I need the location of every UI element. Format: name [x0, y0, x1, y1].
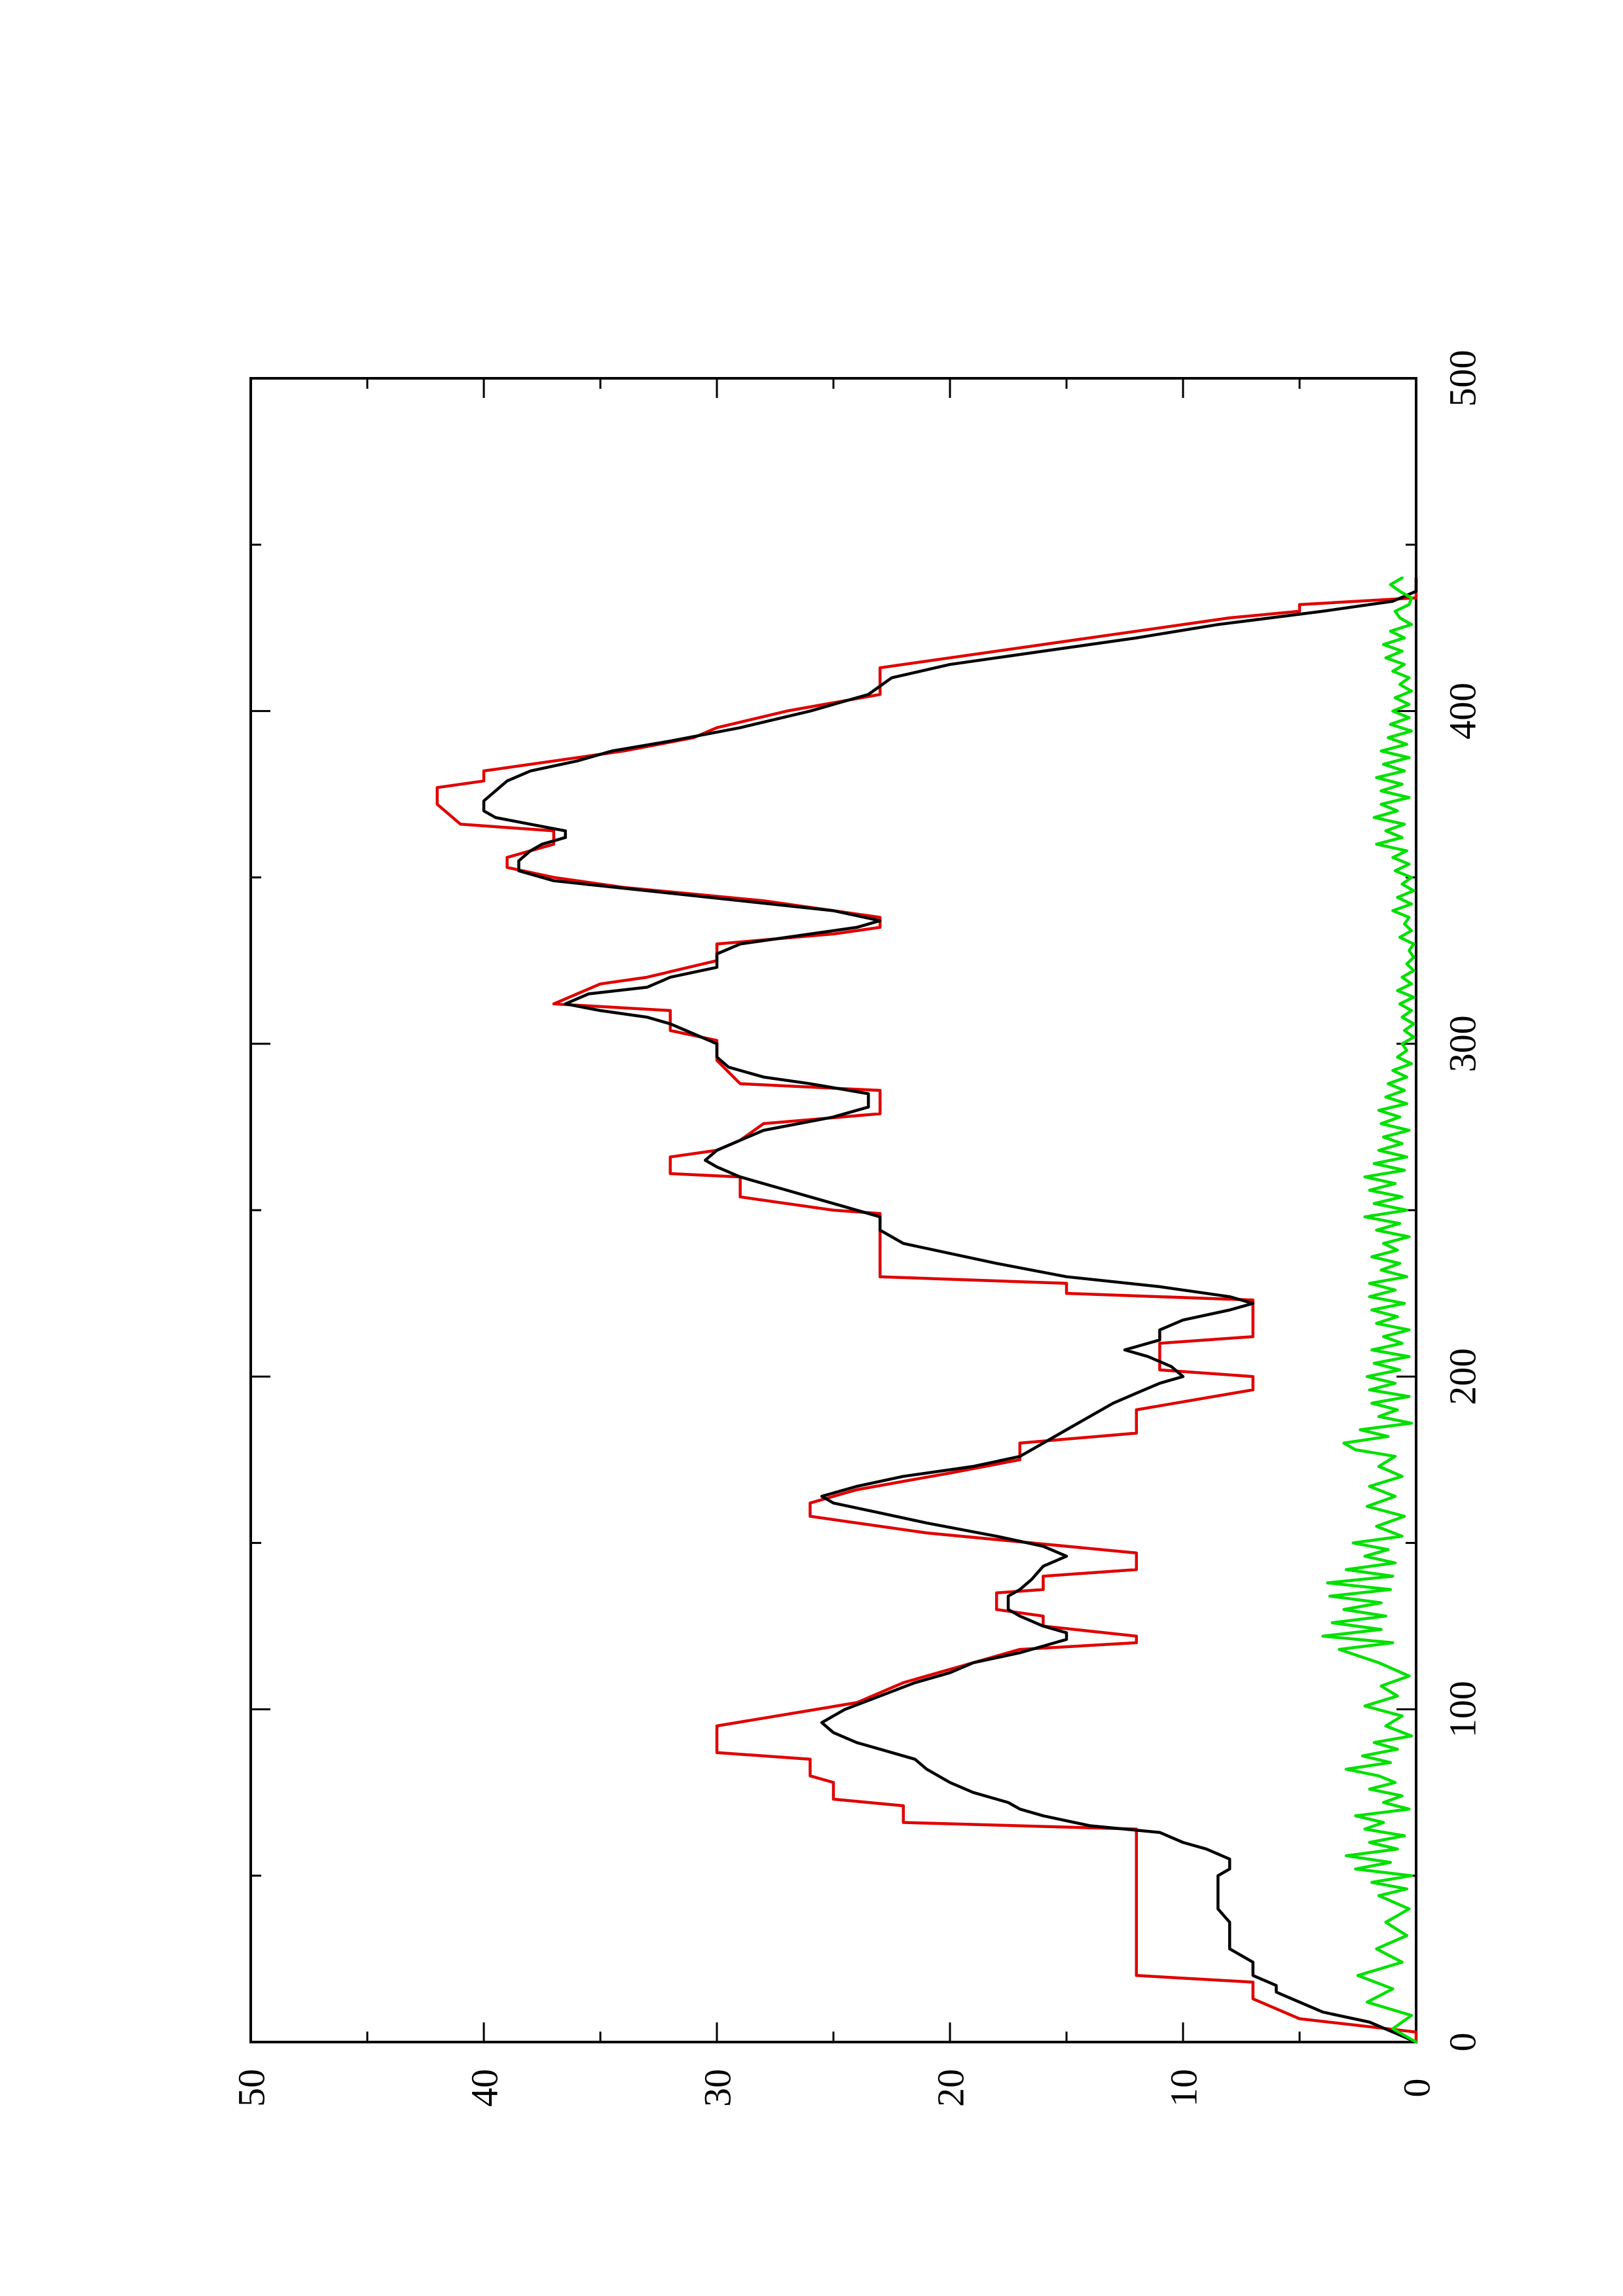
x-tick-label: 100: [1441, 1681, 1484, 1738]
x-tick-label: 300: [1441, 1015, 1484, 1072]
y-tick-label: 30: [696, 2069, 739, 2107]
series-layer: [435, 576, 1418, 2044]
y-tick-label: 50: [230, 2069, 272, 2107]
x-tick-label: 0: [1441, 2033, 1484, 2052]
y-tick-label: 40: [463, 2069, 505, 2107]
axis-tick-labels: 0 100 200 300 400 500 0 10 20 30 40 50: [230, 350, 1484, 2108]
y-tick-label: 0: [1395, 2079, 1438, 2098]
x-tick-label: 400: [1441, 683, 1484, 740]
x-tick-label: 200: [1441, 1348, 1484, 1405]
green-series-line: [1321, 576, 1418, 2044]
black-series-line: [482, 576, 1418, 2044]
y-tick-label: 10: [1162, 2069, 1205, 2107]
y-tick-label: 20: [929, 2069, 972, 2107]
red-step-series-line: [435, 576, 1418, 2044]
x-tick-label: 500: [1441, 350, 1484, 407]
